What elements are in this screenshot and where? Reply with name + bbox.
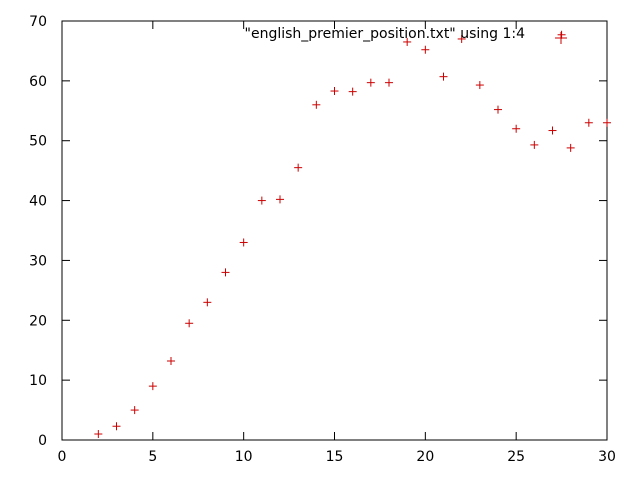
x-tick-label: 20 xyxy=(416,449,434,465)
plot-frame xyxy=(61,20,608,441)
x-tick-label: 0 xyxy=(58,449,67,465)
data-point xyxy=(457,34,466,43)
data-point xyxy=(203,298,212,307)
data-point xyxy=(530,140,539,149)
data-point xyxy=(294,163,303,172)
data-point xyxy=(385,78,393,87)
y-tick-label: 0 xyxy=(38,433,47,449)
x-tick-label: 10 xyxy=(235,449,253,465)
data-point xyxy=(494,105,502,114)
legend-label: "english_premier_position.txt" using 1:4 xyxy=(245,26,526,42)
y-tick-label: 30 xyxy=(29,253,47,269)
data-point xyxy=(512,124,521,133)
data-point xyxy=(148,382,157,391)
data-point xyxy=(239,238,248,247)
data-point xyxy=(312,100,321,109)
axis-ticks xyxy=(61,20,608,441)
data-point xyxy=(403,37,412,46)
y-tick-label: 40 xyxy=(29,194,47,210)
data-point xyxy=(130,406,139,415)
y-tick-label: 50 xyxy=(29,134,47,150)
x-tick-label: 15 xyxy=(326,449,344,465)
data-point xyxy=(439,72,448,81)
x-tick-label: 5 xyxy=(148,449,157,465)
data-point xyxy=(348,87,357,96)
data-point xyxy=(167,356,175,365)
y-tick-label: 20 xyxy=(29,313,47,329)
data-point xyxy=(475,81,484,90)
x-tick-label: 25 xyxy=(507,449,525,465)
data-point xyxy=(421,45,430,54)
data-point xyxy=(276,195,284,204)
x-tick-label: 30 xyxy=(598,449,616,465)
data-point xyxy=(548,126,557,135)
data-point xyxy=(112,422,121,431)
axis-tick-labels: 0 5 10 15 20 25 30 0 10 20 30 40 50 60 70 xyxy=(29,14,616,465)
legend: "english_premier_position.txt" using 1:4 xyxy=(245,26,567,44)
data-points xyxy=(94,30,611,439)
data-point xyxy=(566,143,575,152)
data-point xyxy=(185,319,194,328)
data-point xyxy=(257,196,266,205)
data-point xyxy=(603,118,611,127)
y-tick-label: 60 xyxy=(29,74,47,90)
data-point xyxy=(330,87,339,96)
y-tick-label: 70 xyxy=(29,14,47,30)
data-point xyxy=(221,268,230,277)
data-point xyxy=(366,78,375,87)
data-point xyxy=(584,118,593,127)
data-point xyxy=(557,30,566,39)
y-tick-label: 10 xyxy=(29,373,47,389)
data-point xyxy=(94,430,103,439)
